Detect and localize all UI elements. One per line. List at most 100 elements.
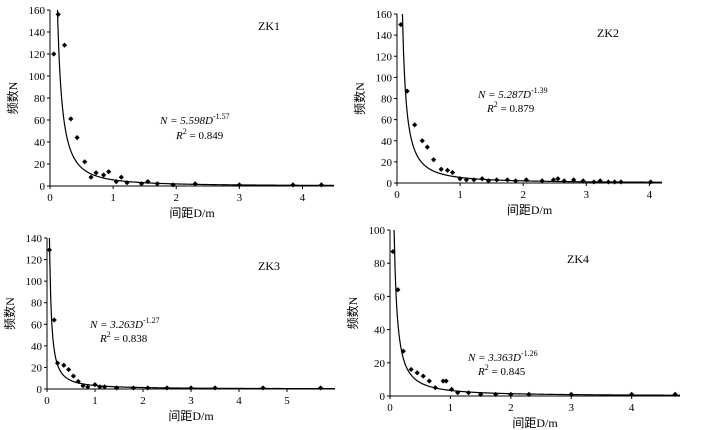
data-point (101, 172, 107, 178)
data-point (444, 167, 451, 173)
data-point (54, 360, 61, 366)
data-point (51, 51, 57, 57)
x-tick-label: 3 (569, 402, 575, 414)
data-point (66, 366, 72, 373)
y-axis-label: 频数N (345, 296, 360, 329)
fit-equation: N = 5.287D-1.39 (477, 86, 548, 101)
data-point (449, 386, 455, 392)
fit-curve (401, 14, 662, 183)
y-tick-label: 160 (29, 5, 46, 17)
data-point (432, 385, 438, 391)
data-point (629, 391, 635, 397)
y-tick-label: 120 (376, 51, 393, 63)
data-point (508, 391, 514, 397)
y-tick-label: 140 (376, 30, 393, 42)
data-point (455, 390, 461, 396)
panel-title: ZK4 (567, 252, 589, 266)
x-tick-label: 1 (110, 192, 116, 204)
data-point (80, 383, 86, 389)
panel-title: ZK1 (258, 19, 280, 33)
data-point (290, 182, 296, 188)
chart-panel-zk1: 0 20 40 60 80 100 120 140 160 0 1 2 3 4 间距D/m 频数N ZK1 N =… (5, 5, 334, 220)
r-squared: R2 = 0.849 (175, 127, 224, 142)
data-point (398, 21, 404, 28)
data-point (260, 385, 266, 391)
x-tick-label: 2 (508, 402, 514, 414)
data-point (550, 177, 557, 183)
r-value: = 0.838 (111, 333, 148, 345)
y-tick-label: 140 (29, 27, 46, 39)
data-point (92, 382, 98, 388)
data-point (130, 385, 136, 391)
data-point (672, 391, 678, 397)
data-point (395, 287, 401, 293)
data-point (412, 122, 418, 128)
fit-equation: N = 5.598D-1.57 (159, 112, 230, 127)
y-tick-label: 100 (376, 72, 393, 84)
data-point (400, 348, 406, 354)
y-tick-label: 140 (26, 233, 43, 245)
data-point (561, 178, 567, 184)
fit-equation: N = 3.363D-1.26 (467, 349, 538, 364)
data-point (420, 373, 426, 379)
r-superscript: 2 (183, 127, 187, 136)
y-tick-label: 40 (374, 325, 386, 337)
r-superscript: 2 (107, 330, 111, 339)
chart-panel-zk2: 0 20 40 60 80 100 120 140 160 0 1 2 3 4 间距D/m 频数N ZK2 N =… (352, 9, 662, 217)
y-tick-label: 20 (31, 362, 43, 374)
data-point (145, 179, 151, 185)
x-tick-label: 1 (457, 189, 463, 201)
fit-equation: N = 3.263D-1.27 (89, 316, 160, 331)
y-tick-label: 0 (387, 178, 393, 190)
r-symbol: R (477, 366, 485, 378)
r-value: = 0.845 (489, 366, 526, 378)
y-tick-label: 40 (34, 137, 46, 149)
data-point (192, 181, 198, 187)
data-point (74, 135, 80, 141)
fit-curve (48, 238, 335, 390)
fit-exponent: -1.27 (143, 316, 160, 325)
data-point (51, 317, 57, 323)
y-tick-label: 0 (37, 384, 43, 396)
r-squared: R2 = 0.845 (477, 363, 526, 378)
data-point (145, 385, 151, 391)
y-tick-label: 100 (369, 225, 386, 237)
data-point (430, 157, 437, 163)
data-point (404, 88, 410, 94)
data-point (513, 178, 519, 184)
data-point (591, 179, 597, 185)
x-tick-label: 5 (284, 395, 290, 407)
data-point (106, 169, 112, 175)
y-tick-label: 40 (381, 136, 393, 148)
data-point (424, 144, 430, 150)
data-point (138, 181, 145, 187)
data-point (523, 177, 529, 183)
data-point (419, 138, 425, 144)
data-point (571, 177, 577, 183)
x-tick-label: 3 (188, 395, 194, 407)
data-point (55, 11, 61, 17)
data-point (93, 170, 99, 176)
data-point (648, 179, 654, 185)
y-tick-label: 0 (380, 391, 386, 403)
data-point (504, 177, 511, 183)
panel-title: ZK3 (258, 259, 280, 273)
panel-title: ZK2 (597, 26, 619, 40)
x-tick-label: 3 (584, 189, 590, 201)
x-tick-label: 2 (140, 395, 146, 407)
data-point (479, 176, 485, 182)
data-point (82, 159, 88, 165)
data-point (426, 378, 432, 384)
data-point (605, 179, 611, 185)
y-tick-label: 60 (31, 319, 43, 331)
data-point (597, 178, 603, 184)
data-point (318, 385, 324, 391)
y-tick-label: 80 (31, 298, 43, 310)
data-point (568, 391, 574, 397)
y-tick-label: 60 (34, 115, 46, 127)
x-tick-label: 4 (236, 395, 242, 407)
data-point (414, 370, 420, 376)
y-tick-label: 60 (381, 115, 393, 127)
data-point (612, 179, 618, 185)
data-point (390, 248, 396, 255)
